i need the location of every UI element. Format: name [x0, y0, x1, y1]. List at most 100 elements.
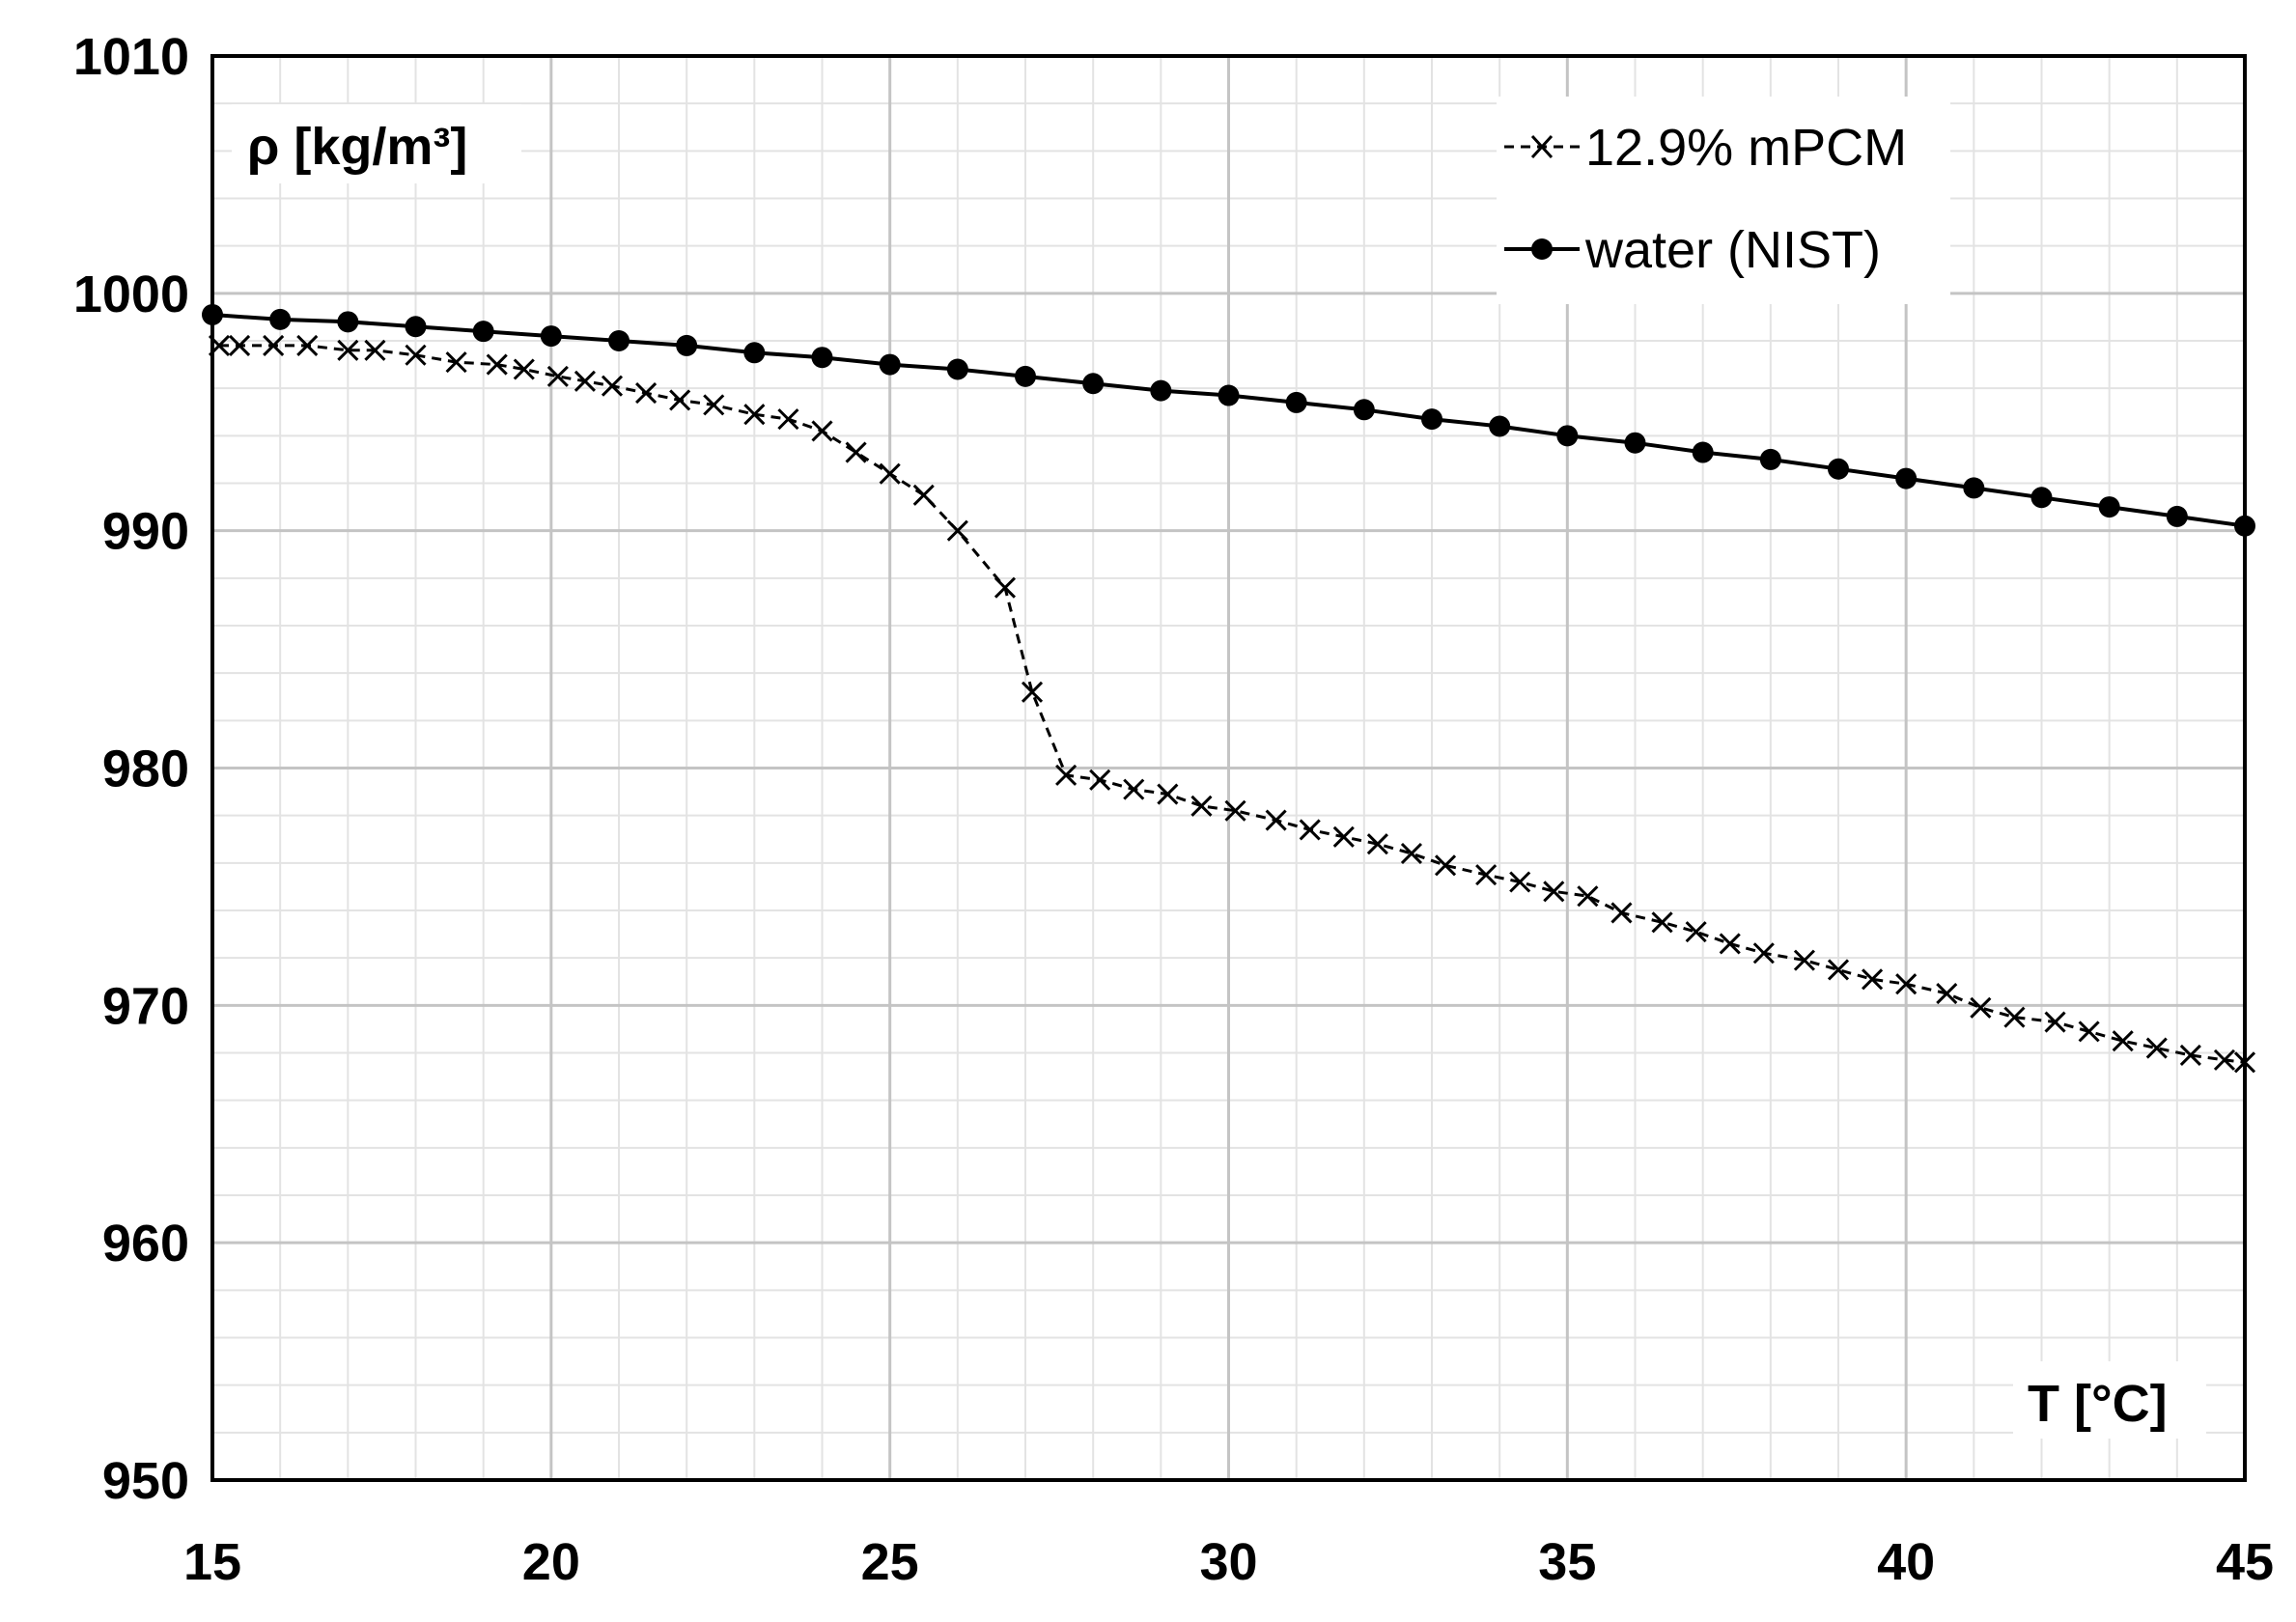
mpcm-data-point — [1224, 799, 1246, 822]
mpcm-data-point — [263, 334, 285, 356]
mpcm-data-point — [1265, 809, 1287, 831]
water-data-point — [1489, 415, 1511, 437]
mpcm-data-point — [946, 519, 968, 542]
water-data-point — [879, 353, 901, 376]
legend-mpcm-label: 12.9% mPCM — [1585, 119, 1907, 177]
water-data-point — [1150, 379, 1172, 402]
mpcm-data-point — [486, 353, 508, 376]
mpcm-data-point — [1366, 833, 1388, 855]
legend-mpcm-x-marker — [1530, 134, 1554, 159]
x-tick-label: 25 — [861, 1533, 919, 1591]
mpcm-data-point — [2213, 1049, 2236, 1071]
legend-entry-mpcm: 12.9% mPCM — [1504, 119, 1907, 177]
legend-water-label: water (NIST) — [1584, 221, 1881, 279]
plot-area-frame — [210, 54, 2247, 1482]
water-data-point — [1285, 391, 1307, 413]
mpcm-data-point — [1862, 968, 1884, 991]
mpcm-data-point — [1827, 959, 1850, 981]
mpcm-data-point — [1719, 933, 1741, 955]
water-data-point — [1895, 467, 1918, 489]
water-data-point — [2098, 496, 2120, 518]
mpcm-data-point — [845, 441, 867, 463]
y-tick-label: 960 — [102, 1215, 189, 1272]
mpcm-data-point — [1793, 949, 1815, 971]
mpcm-data-point — [1610, 902, 1633, 924]
x-axis-label: T [°C] — [2028, 1375, 2168, 1433]
mpcm-data-point — [1936, 982, 1958, 1005]
mpcm-data-point — [1055, 764, 1078, 786]
mpcm-data-point — [2078, 1021, 2100, 1043]
mpcm-data-point — [1400, 842, 1423, 865]
mpcm-data-point — [1970, 996, 1992, 1019]
x-tick-label: 45 — [2216, 1533, 2274, 1591]
mpcm-data-point — [1021, 681, 1044, 703]
mpcm-data-point — [2112, 1030, 2134, 1052]
mpcm-data-point — [1543, 881, 1565, 903]
x-tick-label: 20 — [522, 1533, 580, 1591]
mpcm-data-point — [2179, 1044, 2201, 1067]
mpcm-data-point — [1190, 795, 1213, 817]
mpcm-data-point — [777, 408, 799, 431]
water-data-point — [2166, 505, 2188, 527]
mpcm-data-point — [296, 334, 319, 356]
water-data-point — [337, 311, 359, 333]
x-tick-label: 15 — [183, 1533, 241, 1591]
mpcm-data-point — [601, 375, 624, 397]
mpcm-data-point — [513, 358, 535, 380]
x-tick-label: 40 — [1877, 1533, 1935, 1591]
y-tick-label: 950 — [102, 1452, 189, 1510]
water-data-point — [1218, 384, 1240, 406]
legend-entry-water: water (NIST) — [1504, 221, 1881, 279]
mpcm-data-point — [229, 334, 251, 356]
mpcm-data-point — [1752, 942, 1775, 965]
mpcm-data-point — [1434, 854, 1457, 877]
mpcm-data-point — [635, 382, 658, 405]
mpcm-data-point — [743, 404, 766, 426]
mpcm-data-point — [1332, 825, 1355, 848]
x-tick-label: 35 — [1538, 1533, 1596, 1591]
mpcm-data-point — [1685, 921, 1707, 943]
mpcm-series-line — [219, 344, 2246, 1064]
mpcm-data-point — [1509, 871, 1531, 893]
series-mpcm — [208, 334, 2256, 1074]
water-data-point — [1556, 425, 1579, 447]
mpcm-data-point — [1123, 778, 1145, 800]
water-data-point — [1624, 432, 1646, 454]
mpcm-data-point — [912, 484, 935, 506]
mpcm-data-point — [546, 365, 569, 387]
y-tick-label: 980 — [102, 741, 189, 798]
y-tick-label: 990 — [102, 503, 189, 561]
water-data-point — [540, 325, 562, 348]
mpcm-data-point — [1475, 864, 1498, 886]
y-tick-label: 1010 — [73, 28, 189, 86]
y-axis-label-background — [232, 104, 521, 183]
water-data-point — [405, 316, 427, 338]
mpcm-data-point — [1895, 973, 1918, 995]
water-data-point — [811, 347, 833, 369]
y-tick-label: 1000 — [73, 266, 189, 323]
water-data-point — [1353, 399, 1375, 421]
mpcm-data-point — [445, 351, 467, 374]
mpcm-data-point — [811, 420, 833, 442]
mpcm-data-point — [703, 394, 725, 416]
y-axis-tick-labels: 950 960 970 980 990 1000 1010 — [73, 28, 189, 1510]
mpcm-data-point — [1157, 783, 1179, 805]
mpcm-data-point — [1299, 819, 1321, 841]
water-data-point — [1692, 441, 1714, 463]
mpcm-data-point — [1577, 885, 1599, 908]
mpcm-data-point — [2145, 1037, 2168, 1059]
mpcm-data-point — [405, 344, 427, 366]
y-tick-label: 970 — [102, 977, 189, 1035]
mpcm-data-point — [574, 370, 596, 392]
water-data-point — [946, 358, 968, 380]
water-data-point — [1828, 458, 1849, 480]
mpcm-data-point — [337, 339, 359, 361]
mpcm-data-point — [669, 389, 691, 411]
water-data-point — [743, 342, 766, 364]
water-data-point — [472, 321, 494, 343]
water-data-point — [269, 308, 292, 330]
mpcm-data-point — [2044, 1011, 2066, 1033]
mpcm-data-point — [364, 339, 386, 361]
water-data-point — [676, 334, 698, 356]
